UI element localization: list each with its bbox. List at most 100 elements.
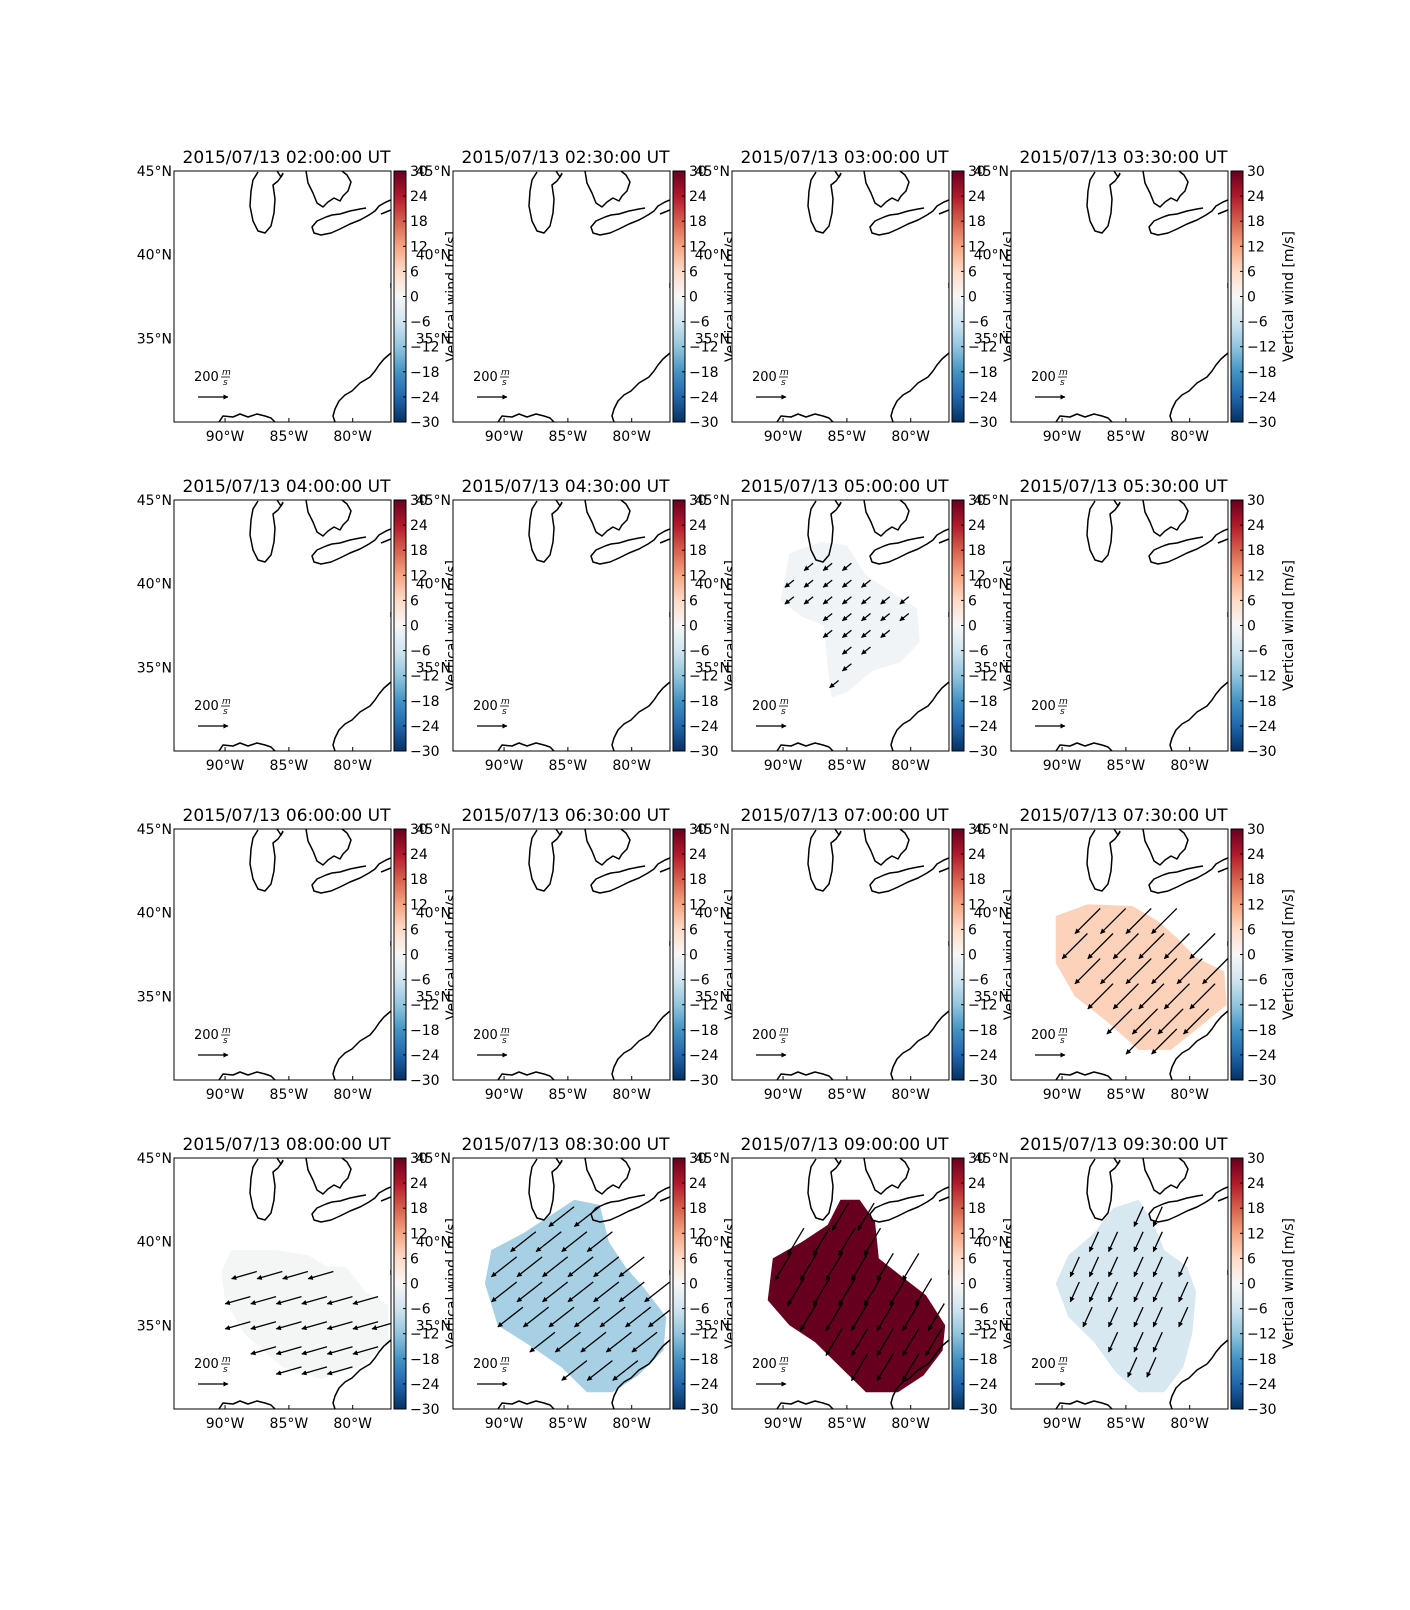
wind-arrow [861,629,871,639]
quiver-key-unit-den: s [223,378,228,388]
quiver-key: 200 ms [473,1355,510,1387]
colorbar-tick-label: −30 [689,1073,719,1089]
coastline [1217,538,1228,544]
colorbar-tick-label: 18 [1247,214,1265,230]
coastline [1086,171,1121,234]
wind-arrow [876,1328,894,1357]
colorbar-tick-label: 0 [968,1277,977,1293]
colorbar-tick-label: 6 [410,922,419,938]
coastline [584,829,631,866]
wind-arrow [799,1252,818,1281]
map-panel: 2015/07/13 04:00:00 UT 200 ms 90°W 85°W 80°W 4… [137,477,461,774]
coastline [863,829,910,866]
colorbar-tick-label: 18 [689,543,707,559]
quiver-key-unit-num: m [780,368,789,378]
wind-arrow [803,579,814,588]
colorbar-tick-label: 6 [410,593,419,609]
coastline [218,1071,276,1080]
wind-arrow [1176,958,1203,985]
coastline [1162,207,1204,218]
panel-title: 2015/07/13 07:30:00 UT [1020,806,1229,826]
colorbar-tick-label: 0 [968,619,977,635]
colorbar-tick-label: −18 [689,365,719,381]
lon-tick-label: 85°W [270,429,309,445]
coastline [1086,500,1121,563]
colorbar-tick-label: −12 [410,998,440,1014]
lon-tick-label: 85°W [270,758,309,774]
colorbar-tick-label: −18 [689,1023,719,1039]
colorbar-tick-label: 24 [689,189,707,205]
wind-arrow [1189,983,1216,1010]
lat-tick-label: 40°N [416,248,451,264]
panel-title: 2015/07/13 06:00:00 UT [183,806,392,826]
quiver-key-unit-den: s [502,1365,507,1375]
colorbar-tick-label: 0 [1247,290,1256,306]
colorbar-tick-label: −24 [689,1377,719,1393]
wind-arrow [825,1303,843,1331]
colorbar-tick-label: 0 [968,290,977,306]
lon-tick-label: 80°W [333,429,372,445]
colorbar-label: Vertical wind [m/s] [1281,560,1297,691]
coastline [863,500,910,537]
coastline [528,500,563,563]
wind-arrow [1133,1231,1144,1253]
coastline [1217,1196,1228,1202]
colorbar-tick-label: −6 [1247,644,1268,660]
lon-tick-label: 85°W [1107,758,1146,774]
wind-arrow [567,1256,594,1278]
lat-tick-label: 45°N [695,822,730,838]
lat-tick-label: 40°N [695,1235,730,1251]
vertical-wind-region [1055,904,1227,1050]
lat-tick-label: 40°N [137,577,172,593]
colorbar-tick-label: 0 [689,290,698,306]
coastline [863,171,910,208]
colorbar-tick-label: 30 [968,822,986,838]
colorbar-tick-label: 30 [410,822,428,838]
colorbar-tick-label: 12 [689,1226,707,1242]
colorbar-tick-label: 18 [968,214,986,230]
coastline [305,500,352,537]
lat-tick-label: 40°N [137,906,172,922]
wind-arrow [1100,958,1127,985]
coastline [555,1158,563,1165]
quiver-key-label: 200 [752,699,777,714]
colorbar-tick-label: −6 [968,973,989,989]
coastline [659,1196,670,1202]
coastline [1169,352,1228,422]
wind-arrow [812,1278,831,1306]
coastline [584,171,631,208]
wind-arrow [861,646,871,655]
map-panel: 2015/07/13 07:00:00 UT 200 ms 90°W 85°W 80°W 4… [695,806,1019,1103]
colorbar-tick-label: 24 [968,847,986,863]
lon-tick-label: 90°W [764,1416,803,1432]
coastline [604,536,646,547]
wind-arrow [1074,907,1101,935]
wind-arrow [497,1306,524,1328]
lon-tick-label: 90°W [206,758,245,774]
colorbar-tick-label: 30 [689,1151,707,1167]
quiver-key-label: 200 [752,1028,777,1043]
colorbar-tick-label: 6 [1247,922,1256,938]
coastline [249,500,284,563]
colorbar-tick-label: 6 [968,264,977,280]
coastline [776,1400,834,1409]
wind-arrow [1133,1281,1144,1303]
colorbar-tick-label: 24 [410,518,428,534]
wind-arrow [1138,983,1165,1010]
wind-arrow [1100,907,1127,935]
lat-tick-label: 40°N [416,1235,451,1251]
lat-tick-label: 40°N [416,577,451,593]
coastline [883,1194,925,1205]
quiver-key-unit-den: s [223,1036,228,1046]
quiver-key: 200 ms [473,1026,510,1058]
panel-title: 2015/07/13 05:30:00 UT [1020,477,1229,497]
coastline [528,829,563,892]
lat-tick-label: 45°N [137,822,172,838]
lon-tick-label: 80°W [891,1416,930,1432]
wind-arrow [1108,1231,1119,1253]
lon-tick-label: 80°W [891,758,930,774]
map-panel: 2015/07/13 07:30:00 UT 200 ms 90°W 85°W 80°W 4… [974,806,1297,1103]
